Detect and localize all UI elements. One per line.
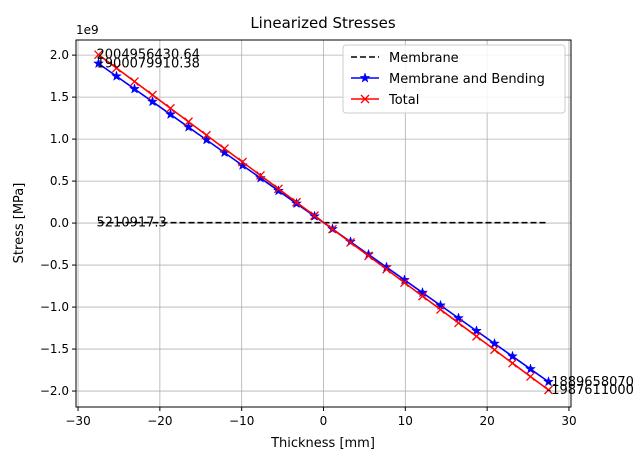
x-tick-label: 20 [479,414,494,428]
legend-label: Membrane [389,51,459,66]
data-point [526,372,535,382]
data-point [346,238,355,247]
data-point [507,350,518,361]
data-point [489,337,500,349]
data-point [508,358,517,368]
legend-label: Membrane and Bending [389,72,545,87]
data-point [490,345,499,355]
x-tick-label: 0 [320,414,328,428]
data-point [435,299,446,311]
data-point [148,90,157,100]
data-point [453,312,464,323]
y-tick-label: 0.5 [50,174,69,188]
data-point [165,108,176,120]
data-label: -1987611000 [547,383,634,398]
data-point [292,197,301,207]
y-tick-label: −2.0 [40,384,69,398]
data-point [364,251,373,261]
data-point [93,57,104,69]
data-point [202,130,211,140]
data-point [400,278,409,288]
data-point [543,376,554,387]
data-point [147,95,158,107]
data-point [273,185,284,196]
data-point [418,291,427,301]
data-point [129,83,140,94]
x-tick-label: 10 [398,414,413,428]
x-tick-label: −20 [147,414,172,428]
y-tick-label: 2.0 [50,48,69,62]
legend-marker [359,72,371,83]
y-tick-label: −0.5 [40,258,69,272]
y-tick-label: 1.5 [50,90,69,104]
y-tick-label: −1.5 [40,342,69,356]
data-point [328,224,337,234]
data-point [111,70,122,81]
data-point [471,325,482,336]
data-point [472,331,481,341]
y-tick-label: 0.0 [50,216,69,230]
data-point [382,264,391,274]
data-point [238,157,247,167]
legend-box [342,44,566,114]
y-tick-label: −1.0 [40,300,69,314]
x-tick-label: 30 [561,414,576,428]
data-point [220,144,229,154]
data-label: -1889658070 [547,375,634,390]
data-point [274,184,283,194]
data-point [544,385,553,395]
chart-title: Linearized Stresses [250,14,396,32]
data-label: 2004956430.64 [97,48,200,63]
data-point [166,103,175,113]
data-point [417,286,428,298]
y-axis-label: Stress [MPa] [12,183,27,264]
data-point [130,77,139,86]
x-axis-label: Thickness [mm] [270,436,375,451]
y-offset-label: 1e9 [76,23,99,37]
legend-label: Total [388,93,419,108]
data-point [94,50,103,60]
y-tick-label: 1.0 [50,132,69,146]
data-label: 1900079910.38 [97,57,200,72]
plot-frame [75,39,572,408]
data-label: 5210917.3 [97,216,167,231]
data-point [256,170,265,180]
data-point [184,117,193,127]
x-tick-label: −30 [65,414,90,428]
legend-marker [360,94,370,104]
data-point [525,363,536,374]
data-point [255,172,266,183]
x-tick-label: −10 [229,414,254,428]
data-point [454,318,463,328]
data-point [436,305,445,314]
data-point [112,63,121,73]
data-point [310,211,319,221]
